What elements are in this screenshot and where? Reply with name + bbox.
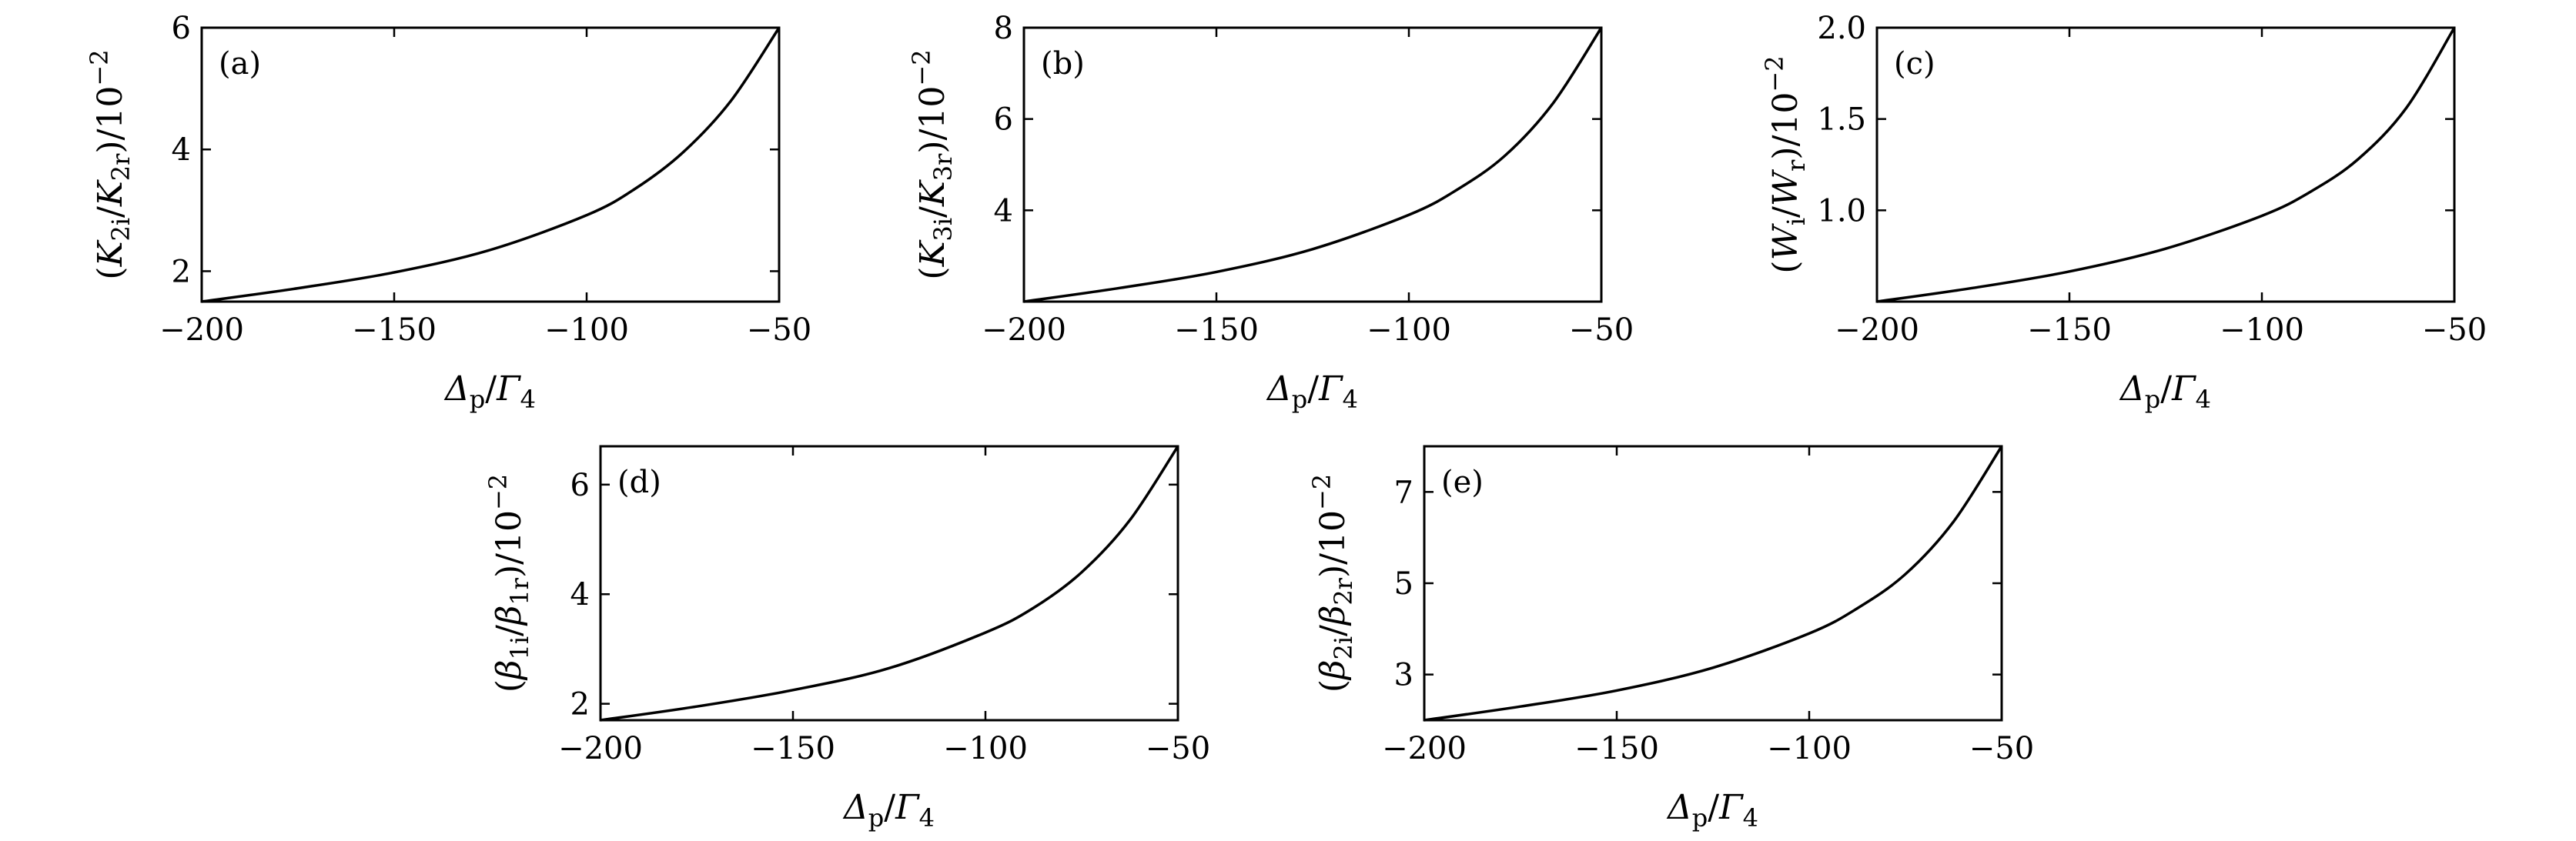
panel-a: −200 −150 −100 −50 2 4 6 (a) Δp/Γ4 (K2i/K2r)/10−2: [85, 11, 811, 414]
y-axis-label: (K3i/K3r)/10−2: [907, 49, 958, 279]
plot-frame: [1423, 445, 2003, 722]
y-tick-label: 1.0: [1817, 193, 1866, 229]
x-axis-label: Δp/Γ4: [1666, 788, 1758, 833]
y-tick-label: 4: [172, 132, 191, 168]
y-axis-label: (K2i/K2r)/10−2: [85, 49, 135, 279]
y-tick-label: 4: [994, 193, 1013, 229]
x-tick-label: −150: [2027, 312, 2112, 348]
x-axis-label: Δp/Γ4: [1266, 369, 1358, 414]
x-tick-label: −150: [1174, 312, 1259, 348]
y-tick-label: 4: [570, 577, 590, 612]
x-tick-label: −200: [1835, 312, 1919, 348]
x-tick-label: −200: [982, 312, 1066, 348]
series-line-0: [1423, 446, 2003, 722]
y-tick-label: 2.0: [1817, 11, 1866, 46]
x-tick-label: −100: [1767, 731, 1852, 766]
y-tick-label: 6: [994, 102, 1013, 138]
x-tick-label: −100: [544, 312, 629, 348]
panel-label: (a): [219, 46, 261, 82]
x-tick-label: −50: [1569, 312, 1634, 348]
x-tick-label: −100: [2220, 312, 2304, 348]
series-line-0: [1876, 27, 2456, 303]
y-tick-label: 6: [172, 11, 191, 46]
x-tick-label: −150: [751, 731, 835, 766]
x-tick-label: −50: [747, 312, 811, 348]
y-axis-label: (β1i/β1r)/10−2: [483, 474, 534, 692]
panel-b: −200 −150 −100 −50 4 6 8 (b) Δp/Γ4 (K3i/K3r)/10−2: [907, 11, 1634, 414]
panel-label: (b): [1041, 46, 1085, 82]
x-axis-label: Δp/Γ4: [2119, 369, 2211, 414]
y-tick-label: 3: [1394, 658, 1413, 693]
plot-frame: [1875, 26, 2456, 303]
panel-label: (d): [617, 465, 661, 500]
y-tick-label: 6: [570, 468, 590, 503]
x-tick-label: −50: [1969, 731, 2034, 766]
panel-c: −200 −150 −100 −50 1.0 1.5 2.0 (c) Δp/Γ4 (Wi/Wr)/…: [1760, 11, 2487, 414]
series-line-0: [201, 27, 781, 303]
x-tick-label: −50: [2422, 312, 2487, 348]
x-axis-label: Δp/Γ4: [443, 369, 536, 414]
panel-label: (e): [1441, 465, 1484, 500]
plot-frame: [1022, 26, 1603, 303]
panel-label: (c): [1894, 46, 1935, 82]
y-axis-label: (β2i/β2r)/10−2: [1307, 474, 1358, 692]
y-tick-label: 1.5: [1817, 102, 1866, 138]
y-tick-label: 8: [994, 11, 1013, 46]
series-line-0: [600, 446, 1179, 722]
x-tick-label: −200: [159, 312, 244, 348]
x-tick-label: −200: [558, 731, 643, 766]
plot-frame: [599, 445, 1179, 722]
y-axis-label: (Wi/Wr)/10−2: [1760, 55, 1811, 273]
y-tick-label: 7: [1394, 475, 1413, 510]
panel-d: −200 −150 −100 −50 2 4 6 (d) Δp/Γ4 (β1i/β1r)/10−2: [483, 445, 1210, 833]
x-axis-label: Δp/Γ4: [842, 788, 935, 833]
y-tick-label: 5: [1394, 566, 1413, 602]
x-tick-label: −200: [1382, 731, 1467, 766]
x-tick-label: −100: [943, 731, 1028, 766]
y-tick-label: 2: [172, 254, 191, 289]
x-tick-label: −50: [1146, 731, 1210, 766]
x-tick-label: −150: [1574, 731, 1659, 766]
panel-e: −200 −150 −100 −50 3 5 7 (e) Δp/Γ4 (β2i/β2r)/10−2: [1307, 445, 2034, 833]
plot-frame: [200, 26, 781, 303]
series-line-0: [1023, 27, 1603, 303]
x-tick-label: −150: [352, 312, 437, 348]
y-tick-label: 2: [570, 687, 590, 723]
x-tick-label: −100: [1367, 312, 1451, 348]
